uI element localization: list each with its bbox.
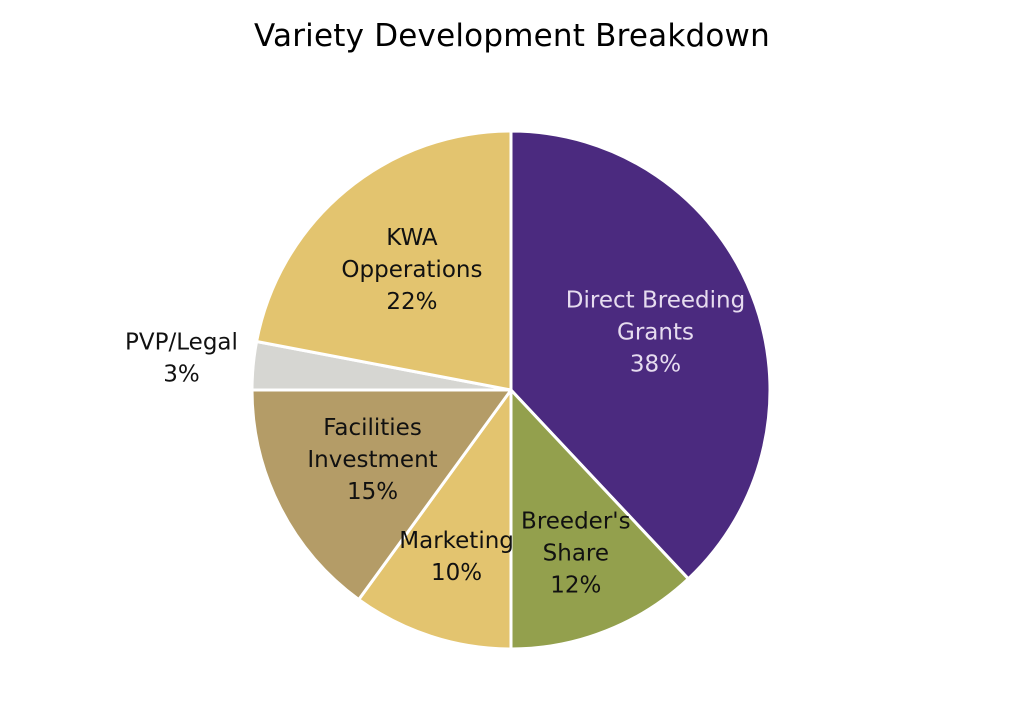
slice-value-label: 12% [550,572,601,598]
slice-label: Facilities Investment 15% [307,415,437,505]
slice-category-label: Share [543,540,609,566]
slice-label: Direct Breeding Grants 38% [566,287,745,377]
slice-value-label: 10% [431,560,482,586]
slice-labels: Direct Breeding Grants 38% Breeder's Share 12… [125,225,745,598]
slice-category-label: Facilities [323,415,422,441]
slice-category-label: Grants [617,319,694,345]
slice-value-label: 22% [386,289,437,315]
slice-category-label: Marketing [399,528,514,554]
chart-title: Variety Development Breakdown [254,18,770,54]
slice-category-label: Direct Breeding [566,287,745,313]
pie-slice [255,129,513,392]
pie-slice [509,129,772,581]
slice-label: Marketing 10% [399,528,514,586]
slice-category-label: KWA [386,225,438,251]
slice-category-label: PVP/Legal [125,329,238,355]
slice-category-label: Breeder's [521,508,631,534]
slice-category-label: Investment [307,447,437,473]
slice-value-label: 3% [163,361,200,387]
pie-slice [250,388,513,602]
slice-label: PVP/Legal 3% [125,329,238,387]
slice-label: KWA Opperations 22% [341,225,482,315]
pie-slice [509,388,690,651]
slice-category-label: Opperations [341,257,482,283]
pie-slice [357,388,513,651]
slice-label: Breeder's Share 12% [521,508,631,598]
slice-value-label: 38% [630,351,681,377]
slice-value-label: 15% [347,479,398,505]
